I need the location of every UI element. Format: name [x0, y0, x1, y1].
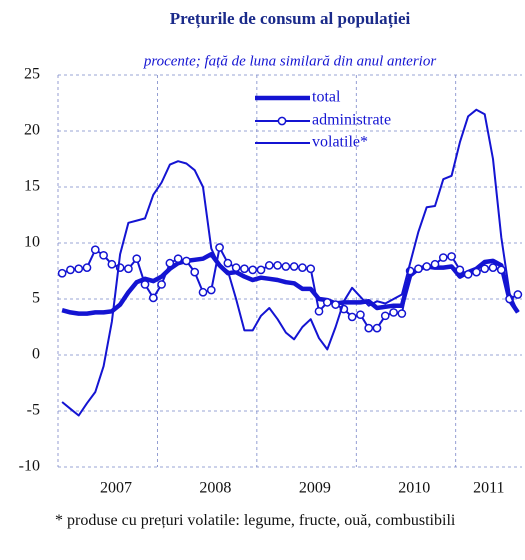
chart-title: Prețurile de consum al populației [170, 9, 411, 29]
marker [496, 265, 506, 275]
marker [198, 287, 208, 297]
marker [356, 310, 365, 320]
x-tick-label: 2008 [199, 480, 231, 497]
legend-marker [277, 116, 287, 126]
marker [190, 267, 200, 277]
y-tick-label: 20 [24, 122, 40, 139]
marker [372, 323, 382, 333]
marker [124, 264, 133, 274]
marker [66, 265, 75, 275]
marker [289, 262, 299, 271]
legend-label: total [312, 89, 341, 106]
footnote: * produse cu prețuri volatile: legume, f… [55, 512, 456, 529]
marker [314, 306, 324, 316]
marker [74, 264, 84, 274]
chart-subtitle: procente; față de luna similară din anul… [143, 53, 437, 69]
marker [273, 261, 282, 270]
y-tick-label: 5 [32, 290, 40, 307]
marker [256, 265, 266, 275]
marker [463, 270, 473, 279]
marker [107, 259, 117, 269]
y-tick-label: 25 [24, 66, 40, 83]
marker [347, 312, 357, 322]
y-tick-label: -10 [19, 458, 40, 475]
footnote-box: * produse cu prețuri volatile: legume, f… [55, 512, 456, 529]
marker [57, 268, 67, 278]
marker [513, 290, 523, 299]
y-tick-label: 0 [32, 346, 40, 363]
legend-label: volatile* [312, 134, 368, 151]
line-thick [61, 251, 520, 316]
marker [281, 262, 291, 271]
marker [414, 264, 423, 274]
marker [148, 293, 158, 303]
marker [438, 253, 448, 262]
marker [231, 263, 241, 272]
y-tick-label: 15 [24, 178, 40, 195]
marker [422, 262, 432, 271]
marker [306, 264, 316, 274]
marker [447, 252, 456, 261]
marker [430, 259, 440, 269]
marker [322, 298, 332, 307]
x-tick-label: 2007 [100, 480, 132, 497]
marker [173, 254, 183, 264]
x-tick-label: 2009 [299, 480, 331, 497]
y-tick-label: 10 [24, 234, 40, 251]
legend-label: administrate [312, 112, 391, 129]
marker [488, 263, 498, 272]
marker [331, 300, 340, 309]
marker [206, 285, 216, 295]
marker [165, 258, 175, 268]
marker [480, 264, 490, 274]
x-tick-label: 2010 [398, 480, 430, 497]
marker [298, 263, 307, 272]
x-tick-label: 2011 [473, 480, 504, 497]
marker [215, 243, 224, 252]
marker [380, 311, 390, 321]
marker [223, 258, 233, 268]
marker [99, 250, 108, 260]
marker [240, 264, 249, 274]
marker [182, 256, 191, 266]
marker [132, 254, 142, 264]
marker [472, 267, 481, 277]
y-tick-label: -5 [27, 402, 40, 419]
line-thin [61, 108, 519, 417]
marker [264, 261, 274, 270]
marker [455, 265, 465, 275]
marker [157, 280, 166, 289]
marker [389, 308, 398, 317]
marker [248, 265, 258, 275]
marker [90, 245, 100, 255]
marker [397, 309, 407, 318]
marker [140, 280, 150, 289]
marker [82, 263, 92, 272]
marker [364, 323, 374, 333]
